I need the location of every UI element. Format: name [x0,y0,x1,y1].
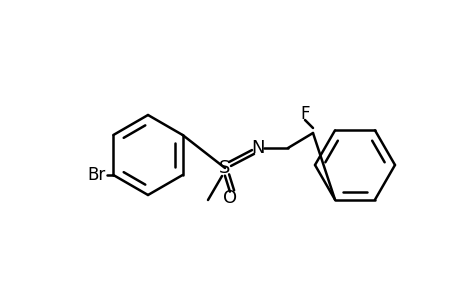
Text: S: S [219,159,230,177]
Text: O: O [223,189,236,207]
Text: Br: Br [87,166,105,184]
Text: N: N [251,139,264,157]
Text: F: F [300,105,309,123]
